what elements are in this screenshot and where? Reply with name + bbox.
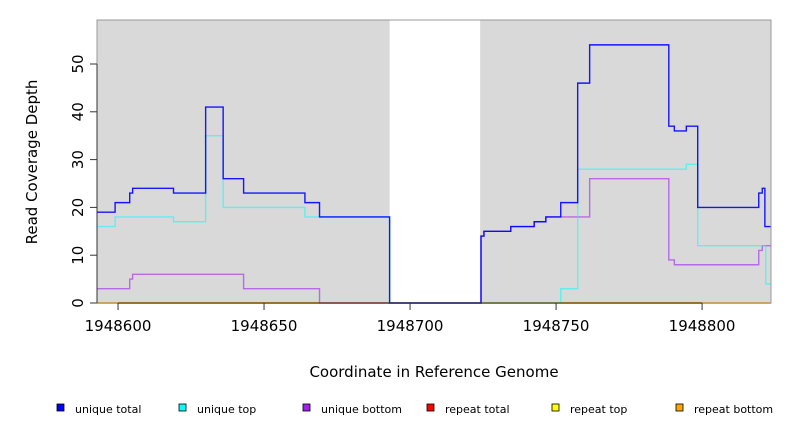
x-tick-label: 1948750	[523, 317, 590, 335]
uncovered-region	[389, 20, 481, 303]
y-tick-label: 40	[69, 102, 87, 121]
legend-label: repeat total	[445, 403, 510, 416]
legend-item-repeat-total: repeat total	[426, 403, 510, 416]
legend-swatch	[56, 403, 65, 412]
legend-swatch	[178, 403, 187, 412]
x-tick-label: 1948800	[669, 317, 736, 335]
legend-swatch	[426, 403, 435, 412]
legend: unique total unique top unique bottom repea…	[56, 403, 773, 416]
x-tick-label: 1948700	[377, 317, 444, 335]
y-tick-label: 0	[69, 298, 87, 308]
x-tick-label: 1948600	[85, 317, 152, 335]
y-tick-label: 30	[69, 150, 87, 169]
y-tick-label: 10	[69, 246, 87, 265]
legend-label: unique top	[197, 403, 256, 416]
legend-label: unique bottom	[321, 403, 402, 416]
legend-item-unique-bottom: unique bottom	[302, 403, 402, 416]
y-tick-label: 50	[69, 54, 87, 73]
legend-item-unique-top: unique top	[178, 403, 256, 416]
legend-label: unique total	[75, 403, 141, 416]
legend-swatch	[675, 403, 684, 412]
x-axis-label: Coordinate in Reference Genome	[309, 363, 558, 381]
y-axis: 0 10 20 30 40 50	[69, 54, 98, 308]
legend-label: repeat top	[570, 403, 627, 416]
x-axis: 1948600 1948650 1948700 1948750 1948800	[85, 302, 736, 335]
y-axis-label: Read Coverage Depth	[23, 80, 41, 245]
legend-swatch	[302, 403, 311, 412]
x-tick-label: 1948650	[231, 317, 298, 335]
legend-swatch	[551, 403, 560, 412]
legend-item-repeat-top: repeat top	[551, 403, 627, 416]
legend-item-unique-total: unique total	[56, 403, 141, 416]
y-tick-label: 20	[69, 198, 87, 217]
legend-label: repeat bottom	[694, 403, 773, 416]
series-line-unique-total	[97, 44, 771, 304]
legend-item-repeat-bottom: repeat bottom	[675, 403, 773, 416]
